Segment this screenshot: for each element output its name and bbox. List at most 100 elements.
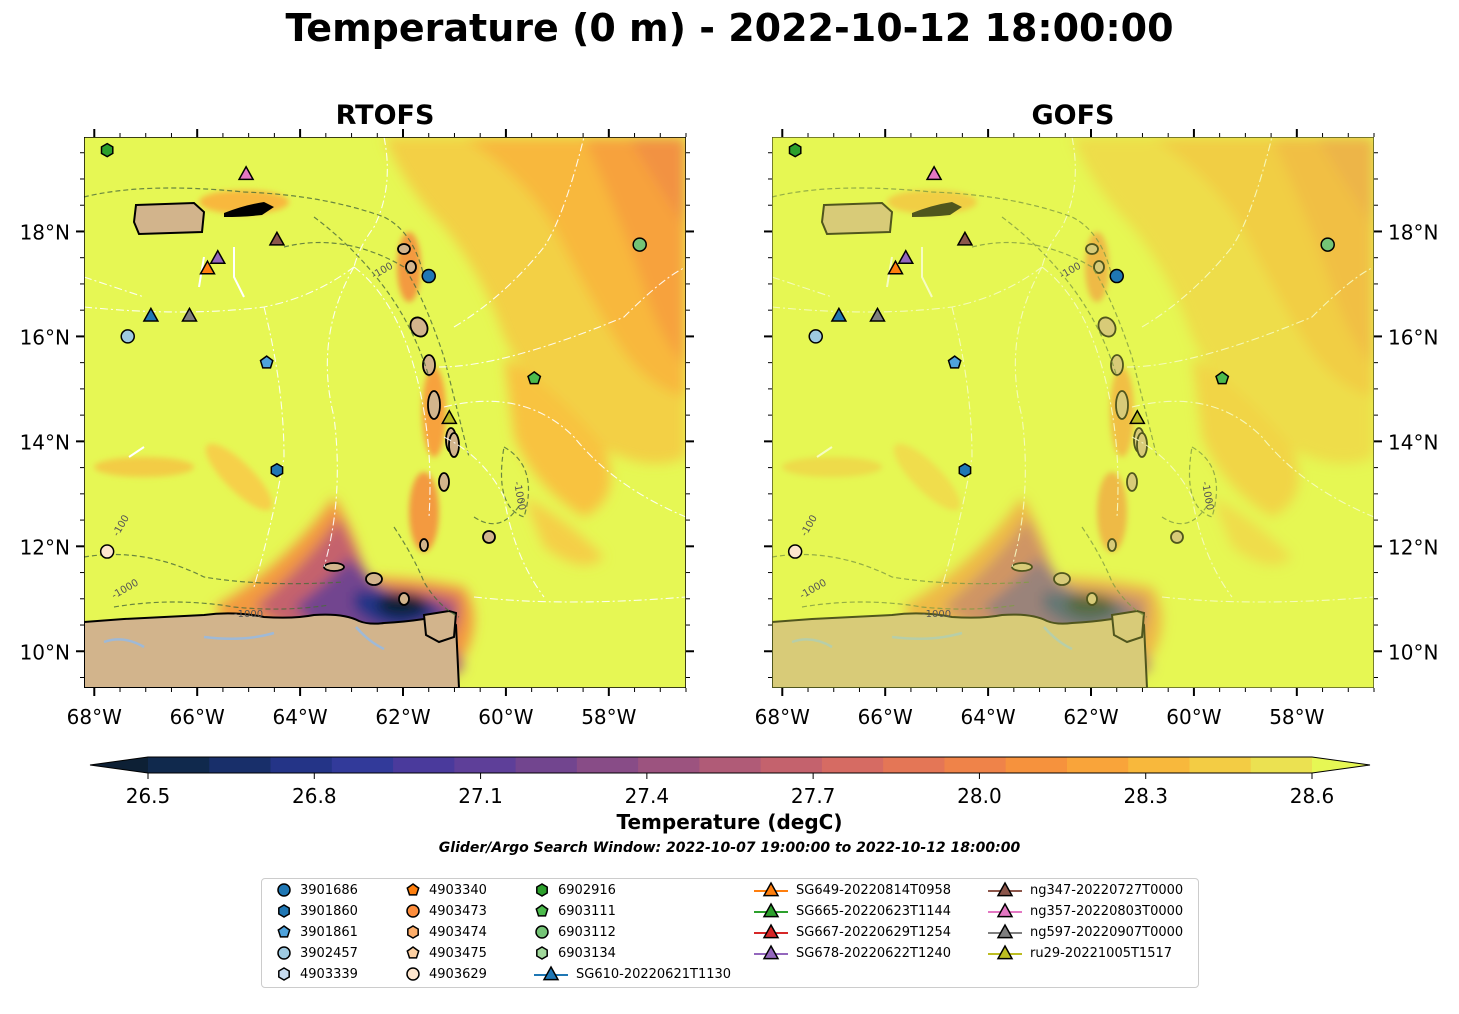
legend: 3901686 3901860 3901861 3902457 4903339 49033… bbox=[261, 878, 1199, 988]
float-marker-6 bbox=[1320, 237, 1335, 252]
legend-label: 3901686 bbox=[300, 882, 358, 898]
legend-symbol bbox=[277, 946, 291, 960]
float-marker-6 bbox=[632, 237, 647, 252]
bathymetry-label: -1000 bbox=[1199, 481, 1215, 512]
colorbar-segment bbox=[760, 757, 823, 773]
legend-item: ng347-20220727T0000 bbox=[988, 880, 1183, 900]
lon-tick-label: 68°W bbox=[755, 705, 810, 729]
legend-marker bbox=[278, 904, 290, 918]
lon-tick-label: 58°W bbox=[1269, 705, 1324, 729]
legend-marker bbox=[406, 904, 420, 918]
legend-symbol bbox=[535, 904, 549, 917]
lon-tick-label: 60°W bbox=[1166, 705, 1221, 729]
float-marker-8 bbox=[869, 306, 886, 322]
float-marker-1 bbox=[237, 165, 255, 181]
colorbar-tick-label: 28.0 bbox=[957, 784, 1002, 808]
float-marker-7 bbox=[142, 306, 160, 322]
bathymetry-label: -1000 bbox=[511, 481, 527, 512]
legend-item: 6903134 bbox=[534, 943, 616, 963]
legend-item: 4903475 bbox=[405, 943, 487, 963]
float-marker-9 bbox=[120, 329, 135, 344]
lon-tick-label: 62°W bbox=[1063, 705, 1118, 729]
legend-marker bbox=[535, 904, 549, 917]
float-marker-2 bbox=[956, 230, 974, 246]
legend-marker bbox=[762, 923, 780, 939]
legend-marker bbox=[277, 925, 291, 938]
legend-item: SG667-20220629T1254 bbox=[754, 922, 951, 942]
legend-symbol bbox=[754, 902, 788, 918]
legend-marker bbox=[406, 967, 420, 981]
colorbar: 26.5 26.8 27.1 27.4 27.7 28.0 28.3 28.6 bbox=[89, 756, 1371, 808]
legend-symbol bbox=[534, 965, 568, 981]
bathymetry-label: -1000 bbox=[922, 609, 951, 620]
legend-label: ng357-20220803T0000 bbox=[1030, 903, 1184, 919]
float-marker-14 bbox=[99, 544, 115, 559]
legend-label: 3902457 bbox=[300, 945, 358, 961]
legend-symbol bbox=[278, 967, 290, 981]
colorbar-segment bbox=[209, 757, 272, 773]
legend-item: 4903474 bbox=[405, 922, 487, 942]
legend-item: 6902916 bbox=[534, 880, 616, 900]
legend-item: ru29-20221005T1517 bbox=[988, 943, 1172, 963]
legend-marker bbox=[996, 944, 1014, 960]
float-marker-5 bbox=[1109, 268, 1124, 284]
legend-item: 4903473 bbox=[405, 901, 487, 921]
colorbar-extend-min bbox=[90, 757, 148, 773]
panel-title-gofs: GOFS bbox=[1031, 100, 1115, 131]
colorbar-segment bbox=[699, 757, 762, 773]
float-marker-0 bbox=[100, 142, 114, 158]
colorbar-segment bbox=[576, 757, 639, 773]
float-marker-10 bbox=[947, 355, 962, 369]
legend-label: 4903473 bbox=[429, 903, 487, 919]
legend-item: 6903111 bbox=[534, 901, 616, 921]
legend-item: ng597-20220907T0000 bbox=[988, 922, 1183, 942]
lat-tick-label: 12°N bbox=[1388, 535, 1438, 559]
lon-tick-label: 58°W bbox=[581, 705, 636, 729]
legend-symbol bbox=[406, 946, 420, 959]
legend-label: SG667-20220629T1254 bbox=[796, 924, 952, 940]
legend-marker bbox=[762, 881, 780, 897]
legend-label: 6903111 bbox=[558, 903, 616, 919]
colorbar-segment bbox=[1189, 757, 1252, 773]
legend-symbol bbox=[988, 923, 1022, 939]
legend-label: 4903475 bbox=[429, 945, 487, 961]
float-marker-11 bbox=[1215, 370, 1230, 385]
colorbar-tick-label: 26.8 bbox=[292, 784, 337, 808]
lat-tick-label: 18°N bbox=[1388, 220, 1438, 244]
legend-label: 6902916 bbox=[558, 882, 616, 898]
legend-label: ng597-20220907T0000 bbox=[1030, 924, 1184, 940]
float-marker-11 bbox=[527, 370, 542, 385]
legend-symbol bbox=[407, 925, 419, 939]
colorbar-tick-label: 27.7 bbox=[791, 784, 836, 808]
float-marker-2 bbox=[268, 230, 286, 246]
lat-tick-label: 12°N bbox=[20, 535, 70, 559]
legend-marker bbox=[277, 883, 291, 897]
gofs-map: -100-1000-1000-100-1000 bbox=[772, 137, 1374, 688]
legend-item: ng357-20220803T0000 bbox=[988, 901, 1183, 921]
legend-label: 4903340 bbox=[429, 882, 487, 898]
float-marker-12 bbox=[1129, 409, 1146, 425]
float-marker-3 bbox=[897, 249, 915, 265]
lon-tick-label: 60°W bbox=[478, 705, 533, 729]
panel-title-rtofs: RTOFS bbox=[335, 100, 435, 131]
rtofs-map: -100-1000-1000-100-1000 bbox=[84, 137, 686, 688]
legend-symbol bbox=[278, 904, 290, 918]
search-window-text: Glider/Argo Search Window: 2022-10-07 19… bbox=[438, 840, 1021, 856]
legend-symbol bbox=[536, 883, 548, 897]
colorbar-segment bbox=[331, 757, 394, 773]
legend-label: 6903134 bbox=[558, 945, 616, 961]
colorbar-segment bbox=[148, 757, 210, 773]
legend-label: 4903629 bbox=[429, 966, 487, 982]
lat-tick-label: 14°N bbox=[1388, 430, 1438, 454]
colorbar-segment bbox=[944, 757, 1007, 773]
legend-item: SG678-20220622T1240 bbox=[754, 943, 951, 963]
lat-tick-label: 10°N bbox=[1388, 640, 1438, 664]
colorbar-label: Temperature (degC) bbox=[616, 810, 843, 834]
legend-marker bbox=[996, 881, 1014, 897]
legend-symbol bbox=[988, 944, 1022, 960]
legend-label: SG610-20220621T1130 bbox=[576, 966, 732, 982]
float-marker-7 bbox=[830, 306, 848, 322]
colorbar-segment bbox=[1250, 757, 1313, 773]
lon-tick-label: 64°W bbox=[272, 705, 327, 729]
colorbar-tick-label: 26.5 bbox=[126, 784, 171, 808]
